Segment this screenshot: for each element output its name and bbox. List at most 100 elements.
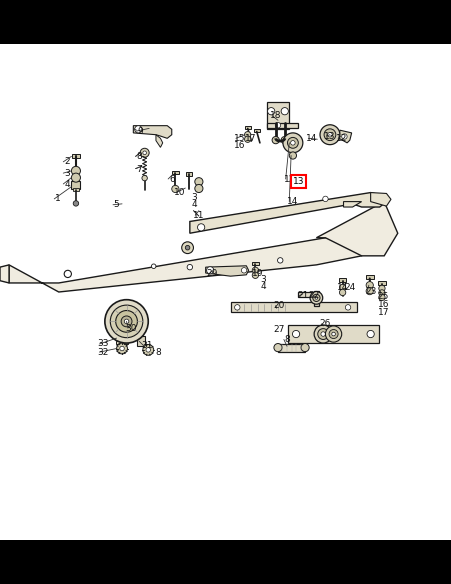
Circle shape xyxy=(341,134,346,139)
Text: 16: 16 xyxy=(233,141,245,150)
Polygon shape xyxy=(343,201,361,207)
Circle shape xyxy=(289,152,296,159)
Circle shape xyxy=(197,224,204,231)
Circle shape xyxy=(327,133,331,137)
Polygon shape xyxy=(370,193,390,206)
Circle shape xyxy=(281,137,288,144)
Polygon shape xyxy=(266,102,289,129)
Circle shape xyxy=(275,123,280,128)
Text: 15: 15 xyxy=(233,134,245,143)
Text: 14: 14 xyxy=(336,283,347,292)
Text: 12: 12 xyxy=(335,134,346,143)
Circle shape xyxy=(124,319,129,324)
Circle shape xyxy=(313,325,331,343)
Bar xyxy=(185,172,192,176)
Circle shape xyxy=(241,267,246,273)
Circle shape xyxy=(64,270,71,277)
Circle shape xyxy=(339,284,345,291)
Circle shape xyxy=(312,294,319,301)
Bar xyxy=(230,303,356,312)
Text: 2: 2 xyxy=(64,157,69,166)
Bar xyxy=(365,275,373,279)
Bar xyxy=(172,171,178,175)
Polygon shape xyxy=(0,265,9,283)
Circle shape xyxy=(194,178,202,186)
Text: 30: 30 xyxy=(125,324,137,333)
Text: 29: 29 xyxy=(206,269,218,279)
Bar xyxy=(245,126,250,129)
Circle shape xyxy=(140,148,149,157)
Text: 7: 7 xyxy=(136,165,142,173)
Circle shape xyxy=(287,137,298,148)
Bar xyxy=(338,278,345,281)
Circle shape xyxy=(244,131,250,138)
Text: 26: 26 xyxy=(319,319,331,328)
Circle shape xyxy=(234,305,239,310)
Text: 10: 10 xyxy=(173,188,185,197)
Text: 19: 19 xyxy=(251,269,263,279)
Bar xyxy=(377,281,385,285)
Circle shape xyxy=(121,316,132,327)
Circle shape xyxy=(378,290,384,296)
Polygon shape xyxy=(156,135,162,147)
Circle shape xyxy=(339,289,345,296)
Bar xyxy=(117,333,126,343)
Text: 9: 9 xyxy=(137,127,143,136)
Polygon shape xyxy=(298,292,316,297)
Circle shape xyxy=(194,185,202,193)
Circle shape xyxy=(331,332,335,336)
Circle shape xyxy=(115,311,137,332)
Polygon shape xyxy=(133,126,171,138)
Circle shape xyxy=(73,201,78,206)
Circle shape xyxy=(206,267,213,274)
Circle shape xyxy=(345,305,350,310)
Text: 16: 16 xyxy=(377,300,388,309)
Bar xyxy=(71,181,80,189)
Text: 25: 25 xyxy=(377,292,388,301)
Text: 8: 8 xyxy=(136,152,142,161)
Bar xyxy=(73,188,79,191)
Circle shape xyxy=(292,331,299,338)
Bar xyxy=(277,343,304,352)
Text: 22: 22 xyxy=(308,291,319,300)
Circle shape xyxy=(325,326,341,342)
Circle shape xyxy=(252,267,258,273)
Circle shape xyxy=(317,329,328,339)
Text: 32: 32 xyxy=(97,347,109,357)
Circle shape xyxy=(281,107,288,115)
Text: 3: 3 xyxy=(191,193,197,201)
Polygon shape xyxy=(189,193,386,233)
Polygon shape xyxy=(338,130,351,143)
Circle shape xyxy=(365,281,373,289)
Circle shape xyxy=(319,125,339,145)
Text: 27: 27 xyxy=(272,325,284,333)
Circle shape xyxy=(71,166,80,175)
Circle shape xyxy=(143,345,153,355)
Circle shape xyxy=(378,285,384,291)
Polygon shape xyxy=(316,201,397,256)
Circle shape xyxy=(110,305,143,338)
Circle shape xyxy=(185,245,189,250)
Text: 14: 14 xyxy=(286,197,298,206)
Circle shape xyxy=(120,346,124,351)
Bar xyxy=(136,336,144,346)
Bar xyxy=(72,154,79,158)
Circle shape xyxy=(300,343,308,352)
Circle shape xyxy=(142,175,147,181)
Text: 4: 4 xyxy=(260,281,265,291)
Bar xyxy=(254,129,259,133)
Text: 3: 3 xyxy=(260,275,265,284)
Polygon shape xyxy=(9,238,361,292)
Circle shape xyxy=(328,329,337,339)
Text: 23: 23 xyxy=(364,287,376,297)
Polygon shape xyxy=(266,123,298,128)
Circle shape xyxy=(323,129,335,141)
Circle shape xyxy=(366,331,373,338)
Circle shape xyxy=(365,287,373,295)
Text: 3: 3 xyxy=(64,169,69,178)
Circle shape xyxy=(146,347,150,352)
Text: 5: 5 xyxy=(114,200,119,209)
Circle shape xyxy=(71,173,80,182)
Circle shape xyxy=(309,291,322,304)
Text: 13: 13 xyxy=(292,177,304,186)
